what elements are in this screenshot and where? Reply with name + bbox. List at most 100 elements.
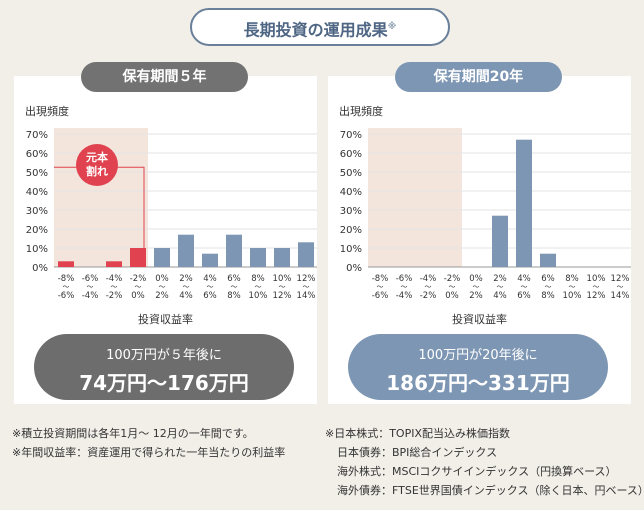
y-tick-label: 70% [340,130,362,141]
bar [106,261,122,267]
y-axis-label: 出現頻度 [25,105,69,118]
y-tick-label: 70% [26,130,48,141]
x-tick-label: 8% [565,274,579,284]
x-tick-label: 0% [445,291,459,301]
x-tick-label: 4% [179,291,193,301]
x-tick-tilde: 〜 [231,283,238,291]
note-line: 海外株式：MSCIコクサイインデックス（円換算ベース） [337,465,617,478]
x-tick-label: 14% [297,291,316,301]
x-tick-tilde: 〜 [183,283,190,291]
x-tick-tilde: 〜 [87,283,94,291]
x-axis-label: 投資収益率 [138,313,193,326]
x-tick-label: -6% [372,291,389,301]
x-tick-label: 4% [203,274,217,284]
y-tick-label: 20% [340,225,362,236]
bar [516,139,532,267]
x-tick-label: 4% [517,274,531,284]
x-tick-label: -6% [58,291,75,301]
note-line: 海外債券：FTSE世界国債インデックス（除く日本、円ベース） [337,484,644,497]
x-tick-label: 14% [611,291,630,301]
bar [492,215,508,267]
y-tick-label: 60% [340,149,362,160]
note-line: ※年間収益率：資産運用で得られた一年当たりの利益率 [12,446,286,459]
x-tick-tilde: 〜 [135,283,142,291]
x-tick-tilde: 〜 [63,283,70,291]
x-tick-label: -2% [130,274,147,284]
x-tick-tilde: 〜 [545,283,552,291]
page-title: 長期投資の運用成果※ [190,8,450,46]
bar [154,248,170,267]
x-tick-label: -6% [396,274,413,284]
x-tick-tilde: 〜 [111,283,118,291]
x-tick-label: -4% [420,274,437,284]
loss-annotation-text: 元本 [86,150,108,164]
x-tick-tilde: 〜 [497,283,504,291]
result-line1: 100万円が５年後に [106,348,222,363]
bar [226,234,242,267]
x-tick-tilde: 〜 [377,283,384,291]
page-title-text: 長期投資の運用成果 [243,20,388,40]
y-tick-label: 50% [340,168,362,179]
y-tick-label: 0% [32,263,48,274]
y-tick-label: 0% [346,263,362,274]
x-tick-label: 10% [563,291,582,301]
x-tick-label: -6% [82,274,99,284]
bar [130,248,146,267]
x-tick-label: 6% [541,274,555,284]
y-tick-label: 40% [26,187,48,198]
x-tick-tilde: 〜 [401,283,408,291]
x-tick-tilde: 〜 [617,283,624,291]
result-range: 186万円〜331万円 [386,371,570,395]
bar [58,261,74,267]
bar [298,242,314,267]
x-tick-label: -4% [396,291,413,301]
result-box: 100万円が20年後に 186万円〜331万円 [348,334,608,400]
x-tick-label: 6% [227,274,241,284]
y-tick-label: 60% [26,149,48,160]
x-tick-label: 12% [297,274,316,284]
y-tick-label: 30% [340,206,362,217]
note-line: ※積立投資期間は各年1月〜 12月の一年間です。 [12,427,254,440]
note-line: 日本債券：BPI総合インデックス [337,446,498,459]
x-tick-label: 12% [611,274,630,284]
x-tick-label: 6% [517,291,531,301]
period-label: 保有期間20年 [395,62,562,92]
bar [178,234,194,267]
x-tick-label: -2% [420,291,437,301]
bar [202,253,218,267]
panel-20-years: 保有期間20年 出現頻度 0% 10% 20% 30% 40% 50% 60% 70% -8% 〜… [328,62,631,404]
x-tick-label: -2% [444,274,461,284]
x-tick-tilde: 〜 [303,283,310,291]
result-line1: 100万円が20年後に [418,348,538,363]
x-tick-label: -8% [58,274,75,284]
x-axis-label: 投資収益率 [452,313,507,326]
y-tick-label: 50% [26,168,48,179]
x-tick-tilde: 〜 [255,283,262,291]
chart-20-years: 0%10%20%30%40%50%60%70%-8%〜-6%-6%〜-4%-4%… [340,128,631,301]
x-tick-label: 10% [587,274,606,284]
x-tick-tilde: 〜 [593,283,600,291]
panel-5-years: 保有期間５年 出現頻度 0% 10% 20% 30% 40% 50% 60% 70% -8% 〜 -… [14,62,317,404]
x-tick-tilde: 〜 [425,283,432,291]
y-tick-label: 20% [26,225,48,236]
result-range: 74万円〜176万円 [79,371,249,395]
x-tick-label: 2% [469,291,483,301]
y-axis-label: 出現頻度 [339,105,383,118]
x-tick-label: 10% [273,274,292,284]
x-tick-tilde: 〜 [569,283,576,291]
x-tick-label: 8% [227,291,241,301]
y-tick-label: 10% [340,244,362,255]
x-tick-tilde: 〜 [279,283,286,291]
loss-zone-background [368,128,462,267]
bar [540,253,556,267]
x-tick-label: 12% [587,291,606,301]
loss-annotation-text: 割れ [86,164,108,178]
loss-badge [76,144,118,186]
x-tick-label: 12% [273,291,292,301]
x-tick-label: 8% [541,291,555,301]
x-tick-label: -4% [82,291,99,301]
x-tick-tilde: 〜 [449,283,456,291]
x-tick-label: -4% [106,274,123,284]
y-tick-label: 10% [26,244,48,255]
chart-5-years: 0%10%20%30%40%50%60%70%-8%〜-6%-6%〜-4%-4%… [26,128,317,301]
